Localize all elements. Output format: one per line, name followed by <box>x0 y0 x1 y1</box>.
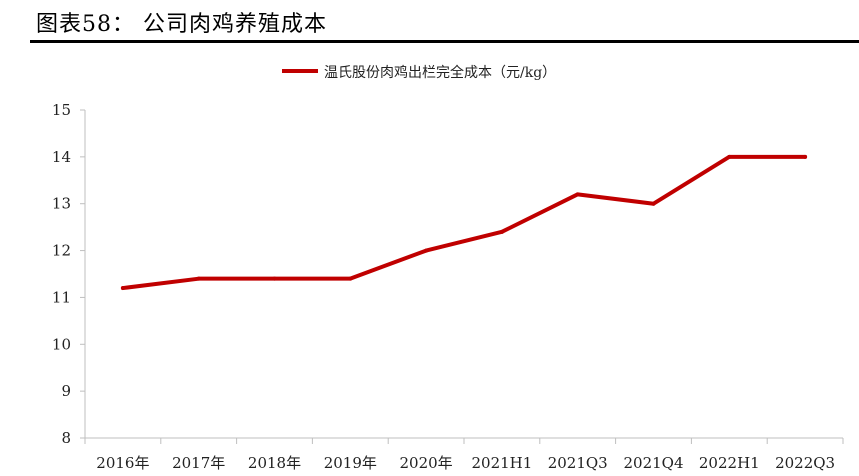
x-tick-label: 2016年 <box>96 454 149 472</box>
x-tick-label: 2022Q3 <box>775 454 835 472</box>
data-point <box>120 286 125 291</box>
legend-label: 温氏股份肉鸡出栏完全成本（元/kg） <box>324 64 556 81</box>
data-point <box>651 201 656 206</box>
x-tick-label: 2020年 <box>400 454 453 472</box>
series-line <box>120 154 808 291</box>
x-tick-label: 2021Q3 <box>548 454 608 472</box>
y-tick-label: 14 <box>52 148 71 166</box>
data-point <box>499 229 504 234</box>
y-tick-label: 10 <box>52 335 71 353</box>
data-point <box>348 276 353 281</box>
data-point <box>196 276 201 281</box>
y-tick-label: 15 <box>52 101 71 119</box>
figure-title: 图表58： 公司肉鸡养殖成本 <box>36 12 327 37</box>
x-tick-label: 2017年 <box>172 454 225 472</box>
y-tick-label: 13 <box>52 195 71 213</box>
y-tick-label: 9 <box>61 382 71 400</box>
title-rule <box>30 40 859 43</box>
legend: 温氏股份肉鸡出栏完全成本（元/kg） <box>282 64 556 81</box>
x-tick-label: 2021Q4 <box>623 454 683 472</box>
data-point <box>575 192 580 197</box>
data-point <box>424 248 429 253</box>
x-tick-label: 2021H1 <box>471 454 532 472</box>
x-tick-label: 2018年 <box>248 454 301 472</box>
data-point <box>272 276 277 281</box>
y-tick-label: 12 <box>52 242 71 260</box>
chart-area: 温氏股份肉鸡出栏完全成本（元/kg） 8 9 10 11 12 13 14 15 2016年 2… <box>0 46 859 472</box>
x-axis: 2016年 2017年 2018年 2019年 2020年 2021H1 2021Q3 202… <box>84 437 844 472</box>
data-point <box>803 154 808 159</box>
y-axis: 8 9 10 11 12 13 14 15 <box>52 101 86 447</box>
y-tick-label: 11 <box>52 288 71 306</box>
figure-header: 图表58： 公司肉鸡养殖成本 <box>0 0 859 44</box>
series-layer <box>120 154 808 291</box>
x-tick-label: 2022H1 <box>699 454 760 472</box>
data-point <box>727 154 732 159</box>
x-tick-label: 2019年 <box>324 454 377 472</box>
y-tick-label: 8 <box>61 429 71 447</box>
